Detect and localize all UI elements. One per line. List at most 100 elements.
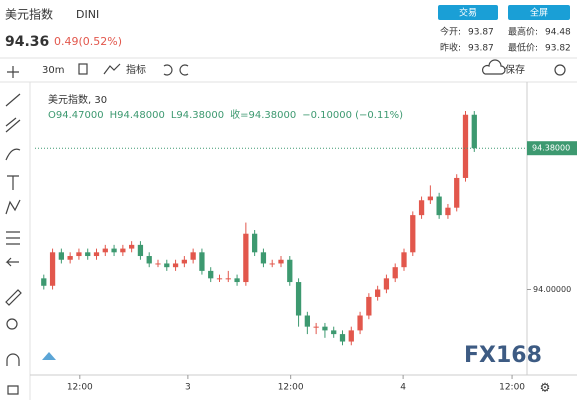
candle-body bbox=[366, 296, 372, 316]
candle-body bbox=[172, 263, 179, 268]
candle-body bbox=[216, 278, 223, 280]
legend-value: 收=94.38000 bbox=[230, 108, 296, 121]
candle-body bbox=[49, 252, 56, 286]
magnet-tool[interactable] bbox=[6, 353, 20, 366]
candle-body bbox=[58, 252, 64, 260]
candle-body bbox=[357, 315, 363, 331]
candle-body bbox=[339, 334, 346, 342]
trade-label[interactable]: 交易 bbox=[459, 7, 477, 19]
fib-tool[interactable] bbox=[5, 117, 21, 133]
candle-body bbox=[243, 233, 249, 283]
last-price-box bbox=[527, 141, 577, 156]
x-tick-label: 4 bbox=[400, 383, 406, 393]
x-tick-label: 3 bbox=[185, 383, 191, 393]
candle-body bbox=[120, 248, 126, 253]
candle-body bbox=[155, 263, 161, 265]
undo-icon[interactable] bbox=[163, 64, 173, 76]
stat-label: 昨收: bbox=[440, 42, 461, 54]
candle-body bbox=[304, 315, 310, 327]
redo-icon[interactable] bbox=[179, 64, 189, 76]
candle-body bbox=[190, 252, 196, 260]
stat-label: 最低价: bbox=[508, 42, 538, 54]
brush-tool[interactable] bbox=[5, 148, 21, 161]
candle-body bbox=[208, 270, 214, 279]
y-tick-label: 94.00000 bbox=[533, 285, 571, 294]
x-tick-label: 12:00 bbox=[67, 383, 93, 393]
candle-body bbox=[445, 207, 451, 216]
candle-body bbox=[331, 330, 337, 335]
candle-body bbox=[146, 256, 152, 264]
fullscreen-button[interactable] bbox=[508, 5, 570, 20]
trade-button[interactable] bbox=[438, 5, 498, 20]
fullscreen-label[interactable]: 全屏 bbox=[530, 7, 548, 19]
legend-value: O94.47000 bbox=[48, 110, 104, 121]
settings-gear[interactable]: ⚙ bbox=[540, 381, 551, 395]
logo-icon bbox=[42, 352, 56, 360]
interval[interactable]: 30m bbox=[42, 65, 64, 76]
candle-body bbox=[137, 244, 144, 257]
candle-body bbox=[85, 252, 91, 257]
indicators[interactable]: 指标 bbox=[126, 63, 146, 76]
candle-body bbox=[41, 278, 47, 286]
candle-body bbox=[454, 177, 460, 208]
ruler-tool[interactable] bbox=[5, 289, 22, 306]
candle-body bbox=[313, 326, 319, 328]
candle-body bbox=[252, 233, 258, 253]
last-price-label: 94.38000 bbox=[532, 144, 570, 153]
x-tick-label: 12:00 bbox=[278, 383, 304, 393]
candle-body bbox=[383, 278, 390, 290]
title: 美元指数 bbox=[5, 7, 53, 22]
candle-body bbox=[375, 289, 381, 297]
candle-body bbox=[348, 330, 354, 342]
candle-body bbox=[76, 252, 82, 257]
candle-icon[interactable] bbox=[78, 63, 88, 75]
zoom-tool[interactable] bbox=[6, 318, 18, 330]
candle-body bbox=[471, 114, 477, 149]
legend-title: 美元指数, 30 bbox=[48, 93, 107, 106]
candle-body bbox=[436, 196, 442, 216]
line-tool[interactable] bbox=[5, 93, 21, 107]
candle-body bbox=[181, 259, 187, 264]
stat-value: 94.48 bbox=[545, 28, 571, 38]
candle-body bbox=[427, 196, 433, 201]
save[interactable]: 保存 bbox=[505, 63, 525, 76]
candle-body bbox=[260, 252, 267, 264]
stat-value: 93.82 bbox=[545, 44, 571, 54]
watermark: FX168 bbox=[464, 343, 542, 368]
trash-tool[interactable] bbox=[7, 385, 19, 395]
stat-value: 93.87 bbox=[468, 28, 494, 38]
stat-label: 今开: bbox=[440, 26, 461, 38]
candle-body bbox=[269, 263, 275, 265]
candle-body bbox=[295, 282, 302, 316]
candle-body bbox=[418, 200, 425, 216]
candle-body bbox=[322, 326, 328, 331]
change: 0.49(0.52%) bbox=[54, 35, 122, 48]
candle-body bbox=[401, 252, 407, 268]
candle-body bbox=[129, 244, 135, 249]
legend-value: L94.38000 bbox=[171, 110, 224, 121]
candle-body bbox=[111, 248, 117, 253]
candle-body bbox=[287, 259, 293, 283]
stat-value: 93.87 bbox=[468, 44, 494, 54]
prediction-tool[interactable] bbox=[6, 231, 20, 245]
indicator-icon[interactable] bbox=[103, 63, 121, 75]
candle-body bbox=[102, 248, 108, 253]
back-tool[interactable] bbox=[5, 257, 19, 267]
pattern-tool[interactable] bbox=[5, 199, 21, 215]
text-tool[interactable] bbox=[7, 175, 19, 190]
candle-body bbox=[199, 252, 205, 271]
candle-body bbox=[67, 256, 73, 260]
x-tick-label: 12:00 bbox=[499, 383, 525, 393]
symbol: DINI bbox=[76, 8, 99, 21]
crosshair-tool[interactable] bbox=[7, 66, 19, 78]
left-toolbar bbox=[5, 66, 22, 395]
settings-icon[interactable] bbox=[554, 64, 566, 76]
candle-body bbox=[392, 267, 398, 279]
candle-body bbox=[278, 259, 284, 264]
legend-value: H94.48000 bbox=[110, 110, 165, 121]
cloud-icon[interactable] bbox=[481, 59, 506, 75]
price: 94.36 bbox=[5, 34, 49, 50]
candle-body bbox=[164, 263, 170, 268]
